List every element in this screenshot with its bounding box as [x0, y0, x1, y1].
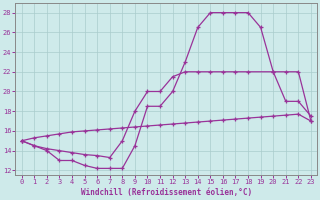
X-axis label: Windchill (Refroidissement éolien,°C): Windchill (Refroidissement éolien,°C) [81, 188, 252, 197]
